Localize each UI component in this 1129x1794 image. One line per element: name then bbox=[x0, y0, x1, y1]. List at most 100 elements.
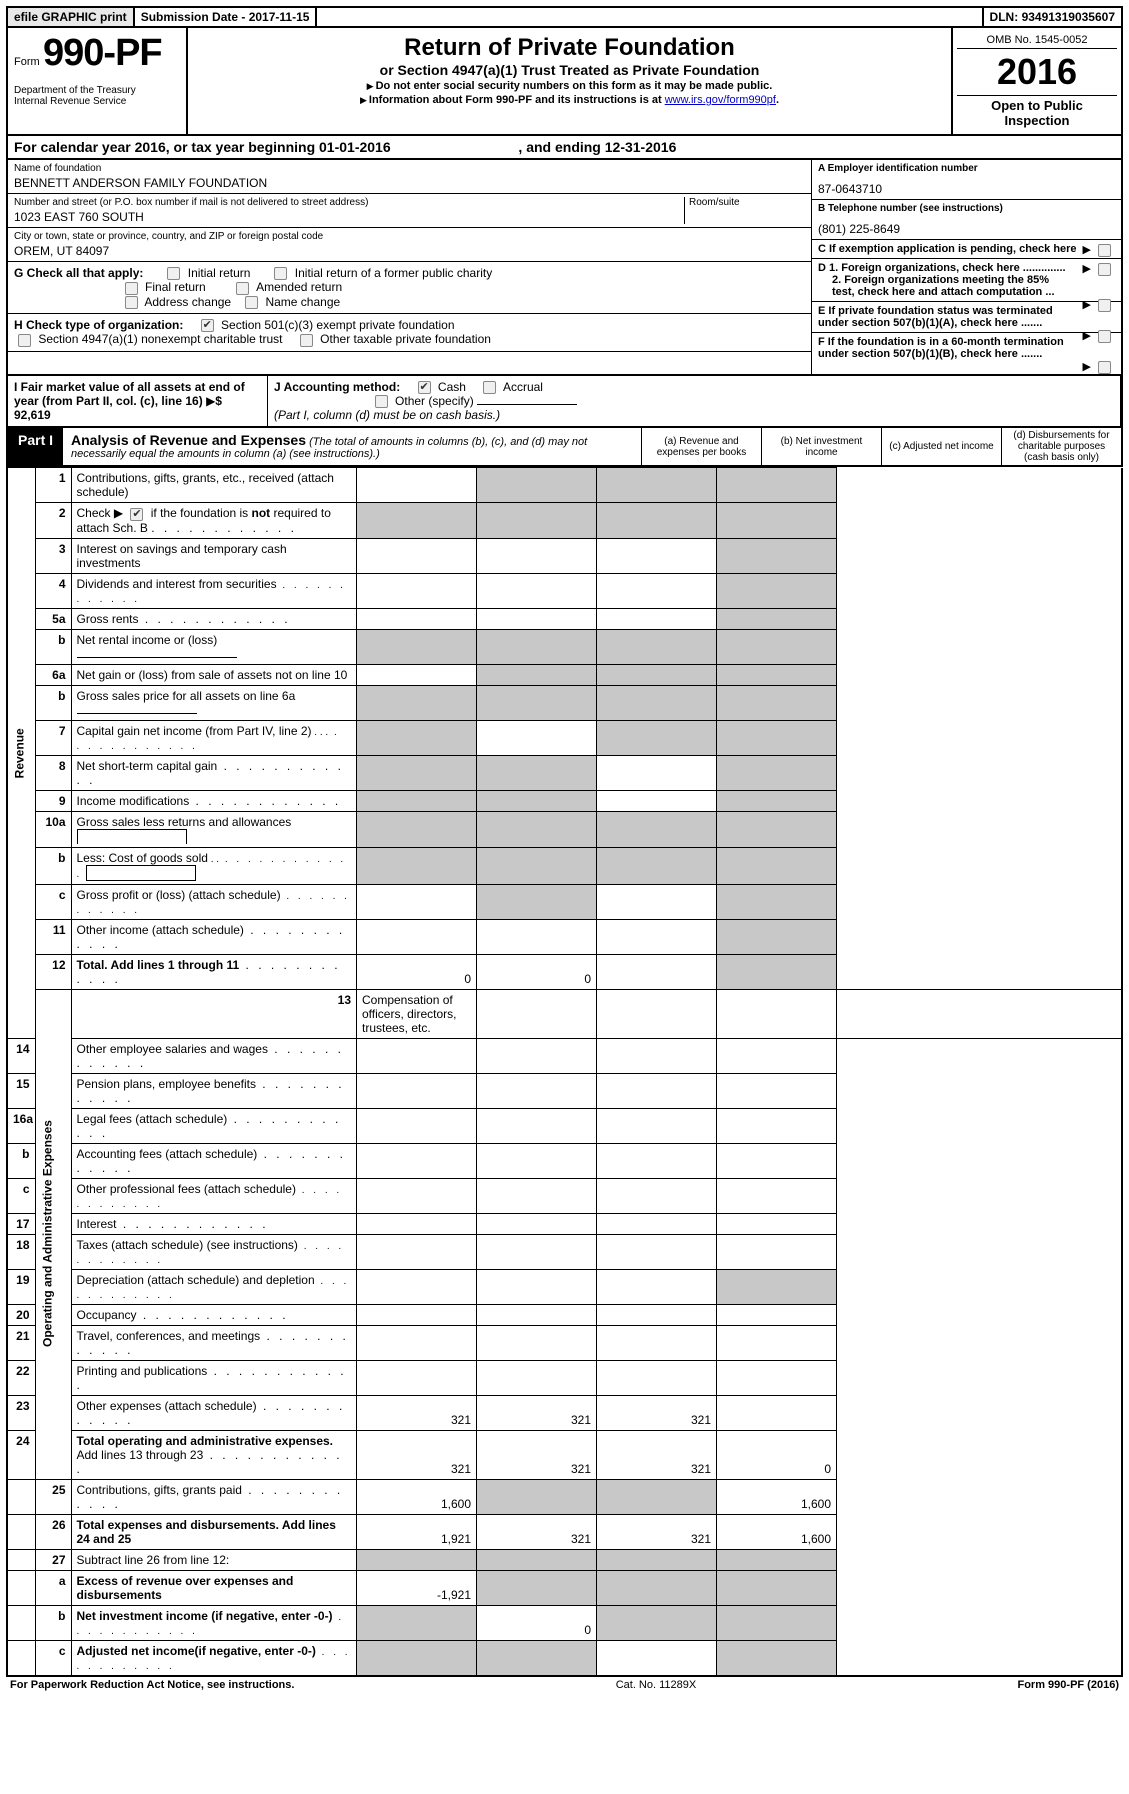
dln-label: DLN: bbox=[990, 10, 1019, 24]
v23c: 321 bbox=[597, 1395, 717, 1430]
form-header: Form 990-PF Department of the Treasury I… bbox=[6, 28, 1123, 136]
line16a-desc: Legal fees (attach schedule) bbox=[71, 1108, 357, 1143]
f-checkbox[interactable] bbox=[1098, 361, 1111, 374]
other-taxable-checkbox[interactable] bbox=[300, 334, 313, 347]
part1-title: Analysis of Revenue and Expenses bbox=[71, 432, 306, 448]
d-cell: D 1. Foreign organizations, check here .… bbox=[812, 259, 1121, 302]
revenue-side-label: Revenue bbox=[7, 468, 35, 1038]
other-method-checkbox[interactable] bbox=[375, 395, 388, 408]
line27b-desc: Net investment income (if negative, ente… bbox=[71, 1605, 357, 1640]
row-12: 12Total. Add lines 1 through 1100 bbox=[7, 954, 1122, 989]
d2-checkbox[interactable] bbox=[1098, 299, 1111, 312]
city: OREM, UT 84097 bbox=[14, 244, 805, 258]
section-h: H Check type of organization: Section 50… bbox=[8, 314, 811, 352]
v26a: 1,921 bbox=[357, 1514, 477, 1549]
street-row: Number and street (or P.O. box number if… bbox=[8, 194, 811, 228]
part1-table: Revenue 1 Contributions, gifts, grants, … bbox=[6, 467, 1123, 1676]
row-10c: cGross profit or (loss) (attach schedule… bbox=[7, 884, 1122, 919]
h-label: H Check type of organization: bbox=[14, 318, 183, 332]
schb-checkbox[interactable] bbox=[130, 508, 143, 521]
line27a-desc: Excess of revenue over expenses and disb… bbox=[71, 1570, 357, 1605]
efile-print-button[interactable]: efile GRAPHIC print bbox=[8, 8, 135, 26]
c-cell: C If exemption application is pending, c… bbox=[812, 240, 1121, 259]
row-21: 21Travel, conferences, and meetings bbox=[7, 1325, 1122, 1360]
l2b: if the foundation is bbox=[151, 506, 252, 520]
4947-checkbox[interactable] bbox=[18, 334, 31, 347]
h-other: Other taxable private foundation bbox=[320, 332, 491, 346]
v12a: 0 bbox=[357, 954, 477, 989]
form-title: Return of Private Foundation bbox=[198, 34, 941, 62]
line2-desc: Check ▶ if the foundation is not require… bbox=[71, 503, 357, 538]
j-other: Other (specify) bbox=[395, 394, 474, 408]
instr1-text: Do not enter social security numbers on … bbox=[376, 80, 773, 92]
line1-desc: Contributions, gifts, grants, etc., rece… bbox=[71, 468, 357, 503]
instructions-link[interactable]: www.irs.gov/form990pf bbox=[665, 94, 776, 106]
e-label: E If private foundation status was termi… bbox=[818, 305, 1068, 329]
e-cell: E If private foundation status was termi… bbox=[812, 302, 1121, 333]
ein: 87-0643710 bbox=[818, 182, 1115, 196]
row-8: 8Net short-term capital gain bbox=[7, 755, 1122, 790]
line14-desc: Other employee salaries and wages bbox=[71, 1038, 357, 1073]
v25a: 1,600 bbox=[357, 1479, 477, 1514]
g-amended: Amended return bbox=[256, 280, 342, 294]
row-14: 14Other employee salaries and wages bbox=[7, 1038, 1122, 1073]
header-mid: Return of Private Foundation or Section … bbox=[188, 28, 951, 134]
l2a: Check bbox=[77, 506, 114, 520]
line27-desc: Subtract line 26 from line 12: bbox=[71, 1549, 357, 1570]
row-2: 2 Check ▶ if the foundation is not requi… bbox=[7, 503, 1122, 538]
row-20: 20Occupancy bbox=[7, 1304, 1122, 1325]
row-23: 23Other expenses (attach schedule)321321… bbox=[7, 1395, 1122, 1430]
foundation-name-cell: Name of foundation BENNETT ANDERSON FAMI… bbox=[8, 160, 811, 194]
row-27c: cAdjusted net income(if negative, enter … bbox=[7, 1640, 1122, 1676]
g-final: Final return bbox=[145, 280, 206, 294]
row-4: 4Dividends and interest from securities bbox=[7, 573, 1122, 608]
g-initial: Initial return bbox=[188, 266, 251, 280]
row-10a: 10aGross sales less returns and allowanc… bbox=[7, 811, 1122, 847]
line7-desc: Capital gain net income (from Part IV, l… bbox=[71, 720, 357, 755]
v27b: 0 bbox=[477, 1605, 597, 1640]
street: 1023 EAST 760 SOUTH bbox=[14, 210, 684, 224]
cash-checkbox[interactable] bbox=[418, 381, 431, 394]
street-label: Number and street (or P.O. box number if… bbox=[14, 197, 684, 208]
v26c: 321 bbox=[597, 1514, 717, 1549]
line10b-desc: Less: Cost of goods sold . . bbox=[71, 847, 357, 884]
line10c-desc: Gross profit or (loss) (attach schedule) bbox=[71, 884, 357, 919]
name-change-checkbox[interactable] bbox=[245, 296, 258, 309]
j-note: (Part I, column (d) must be on cash basi… bbox=[274, 408, 500, 422]
final-return-checkbox[interactable] bbox=[125, 282, 138, 295]
e-checkbox[interactable] bbox=[1098, 330, 1111, 343]
accrual-checkbox[interactable] bbox=[483, 381, 496, 394]
initial-return-checkbox[interactable] bbox=[167, 267, 180, 280]
row-27a: aExcess of revenue over expenses and dis… bbox=[7, 1570, 1122, 1605]
j-accrual: Accrual bbox=[503, 380, 543, 394]
initial-former-checkbox[interactable] bbox=[274, 267, 287, 280]
submission-date: Submission Date - 2017-11-15 bbox=[135, 8, 318, 26]
501c3-checkbox[interactable] bbox=[201, 319, 214, 332]
form-subtitle: or Section 4947(a)(1) Trust Treated as P… bbox=[198, 62, 941, 78]
address-change-checkbox[interactable] bbox=[125, 296, 138, 309]
line22-desc: Printing and publications bbox=[71, 1360, 357, 1395]
open-inspection: Open to Public Inspection bbox=[957, 96, 1117, 130]
line16c-desc: Other professional fees (attach schedule… bbox=[71, 1178, 357, 1213]
d1-checkbox[interactable] bbox=[1098, 263, 1111, 276]
footer-left: For Paperwork Reduction Act Notice, see … bbox=[10, 1679, 294, 1691]
row-26: 26Total expenses and disbursements. Add … bbox=[7, 1514, 1122, 1549]
row-27b: bNet investment income (if negative, ent… bbox=[7, 1605, 1122, 1640]
line24-desc: Total operating and administrative expen… bbox=[71, 1430, 357, 1479]
j-cash: Cash bbox=[438, 380, 466, 394]
part1-header: Part I Analysis of Revenue and Expenses … bbox=[6, 428, 1123, 467]
row-11: 11Other income (attach schedule) bbox=[7, 919, 1122, 954]
row-22: 22Printing and publications bbox=[7, 1360, 1122, 1395]
line6a-desc: Net gain or (loss) from sale of assets n… bbox=[71, 664, 357, 685]
j-label: J Accounting method: bbox=[274, 380, 400, 394]
c-checkbox[interactable] bbox=[1098, 244, 1111, 257]
foundation-name: BENNETT ANDERSON FAMILY FOUNDATION bbox=[14, 176, 805, 190]
col-a-hdr: (a) Revenue and expenses per books bbox=[641, 428, 761, 465]
amended-return-checkbox[interactable] bbox=[236, 282, 249, 295]
part1-desc: Analysis of Revenue and Expenses (The to… bbox=[63, 428, 641, 465]
tax-year: 2016 bbox=[957, 49, 1117, 96]
footer-right: Form 990-PF (2016) bbox=[1017, 1679, 1119, 1691]
row-10b: bLess: Cost of goods sold . . bbox=[7, 847, 1122, 884]
h-trust: Section 4947(a)(1) nonexempt charitable … bbox=[38, 332, 282, 346]
line18-desc: Taxes (attach schedule) (see instruction… bbox=[71, 1234, 357, 1269]
